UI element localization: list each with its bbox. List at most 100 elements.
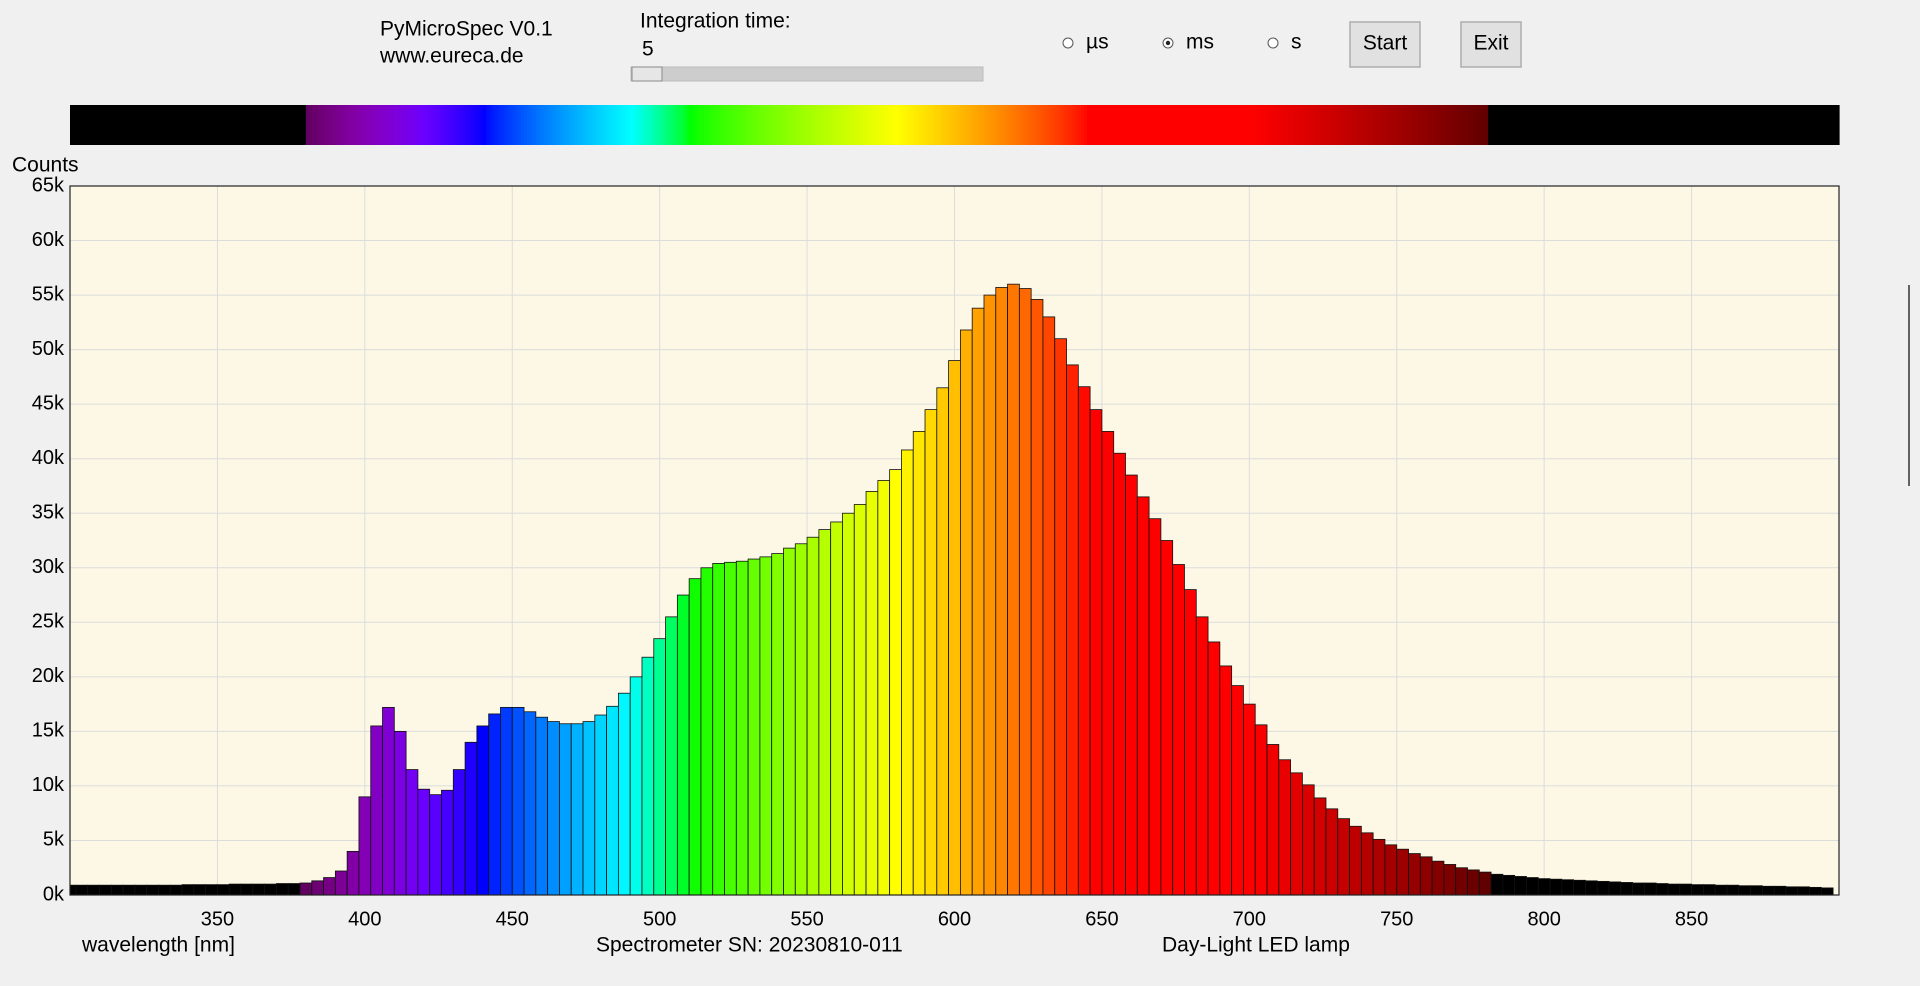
- color-strip-cell: [379, 105, 384, 145]
- color-strip-cell: [1054, 105, 1059, 145]
- start-button-label[interactable]: Start: [1363, 32, 1408, 55]
- color-strip-cell: [1432, 105, 1436, 145]
- bar: [1195, 616, 1209, 896]
- unit-label[interactable]: s: [1291, 31, 1302, 54]
- bar: [1408, 853, 1421, 896]
- bar: [1313, 797, 1327, 896]
- bar: [724, 561, 737, 896]
- start-button[interactable]: Start: [1349, 21, 1421, 68]
- bar: [1231, 685, 1244, 896]
- bar: [712, 563, 725, 896]
- color-strip-cell: [1101, 105, 1106, 145]
- color-strip-cell: [612, 105, 617, 145]
- bar: [334, 870, 348, 896]
- color-strip-cell: [1438, 105, 1442, 145]
- color-strip-cell: [72, 105, 77, 145]
- unit-radio[interactable]: [1267, 37, 1279, 49]
- unit-radio[interactable]: [1062, 37, 1074, 49]
- color-strip-cell: [1815, 105, 1819, 145]
- color-strip-cell: [143, 105, 148, 145]
- color-strip-cell: [1603, 105, 1607, 145]
- color-strip-cell: [1267, 105, 1271, 145]
- color-strip-cell: [1597, 105, 1601, 145]
- bar: [1337, 818, 1350, 896]
- color-strip-cell: [591, 105, 596, 145]
- color-strip-cell: [193, 105, 198, 145]
- x-axis-label: wavelength [nm]: [81, 934, 235, 957]
- bar: [688, 578, 702, 896]
- color-strip-cell: [532, 105, 537, 145]
- exit-button[interactable]: Exit: [1460, 21, 1522, 68]
- slider-thumb[interactable]: [631, 66, 663, 82]
- bar: [1526, 877, 1539, 896]
- color-strip-cell: [1715, 105, 1719, 145]
- color-strip-cell: [824, 105, 829, 145]
- color-strip-cell: [297, 105, 301, 145]
- bar: [959, 329, 973, 896]
- color-strip-cell: [187, 105, 192, 145]
- color-strip-cell: [367, 105, 372, 145]
- color-strip-cell: [957, 105, 961, 145]
- y-tick-label: 65k: [32, 174, 65, 196]
- color-strip-cell: [264, 105, 269, 145]
- bar: [1077, 386, 1091, 896]
- color-strip-cell: [1741, 105, 1746, 145]
- color-strip-cell: [665, 105, 670, 145]
- color-strip-cell: [1488, 105, 1492, 145]
- color-strip-cell: [241, 105, 245, 145]
- start-button-frame[interactable]: [1349, 21, 1421, 68]
- bar: [570, 723, 584, 896]
- exit-button-label[interactable]: Exit: [1473, 32, 1508, 55]
- bar: [370, 725, 383, 896]
- bar: [1726, 884, 1740, 896]
- color-strip-cell: [1379, 105, 1383, 145]
- color-strip-cell: [609, 105, 614, 145]
- bar: [983, 294, 997, 896]
- color-strip-cell: [1806, 105, 1811, 145]
- color-strip-cell: [1688, 105, 1693, 145]
- color-strip-cell: [1022, 105, 1026, 145]
- color-strip-cell: [868, 105, 873, 145]
- color-strip-cell: [1836, 105, 1840, 145]
- bar: [547, 721, 560, 896]
- color-strip-cell: [1827, 105, 1831, 145]
- color-strip-cell: [1072, 105, 1076, 145]
- color-strip-cell: [235, 105, 239, 145]
- integration-slider[interactable]: [630, 66, 984, 82]
- color-strip-cell: [506, 105, 510, 145]
- color-strip-cell: [621, 105, 625, 145]
- unit-label[interactable]: ms: [1186, 31, 1214, 54]
- color-strip-cell: [1464, 105, 1469, 145]
- color-strip-cell: [1470, 105, 1475, 145]
- color-strip-cell: [901, 105, 905, 145]
- color-strip-cell: [641, 105, 646, 145]
- color-strip-cell: [521, 105, 525, 145]
- color-strip-cell: [1296, 105, 1301, 145]
- bar: [393, 730, 407, 896]
- color-strip-cell: [1057, 105, 1062, 145]
- color-strip-cell: [1119, 105, 1124, 145]
- color-strip-cell: [1667, 105, 1672, 145]
- color-strip-cell: [1665, 105, 1669, 145]
- color-strip-cell: [1550, 105, 1554, 145]
- bar: [1054, 338, 1067, 896]
- bar: [299, 882, 313, 896]
- bar: [700, 567, 714, 896]
- color-strip-cell: [1128, 105, 1132, 145]
- bar: [1820, 887, 1834, 896]
- exit-button-frame[interactable]: [1460, 21, 1522, 68]
- color-strip-cell: [406, 105, 410, 145]
- unit-label[interactable]: µs: [1086, 31, 1109, 54]
- color-strip-cell: [892, 105, 897, 145]
- color-strip-cell: [1211, 105, 1215, 145]
- bar: [641, 656, 655, 896]
- color-strip-cell: [633, 105, 637, 145]
- color-strip-cell: [1647, 105, 1651, 145]
- bar: [417, 788, 431, 896]
- color-strip-cell: [727, 105, 732, 145]
- color-strip-cell: [161, 105, 165, 145]
- color-strip-cell: [93, 105, 98, 145]
- color-strip-cell: [1414, 105, 1418, 145]
- color-strip-cell: [580, 105, 584, 145]
- color-strip-cell: [1152, 105, 1156, 145]
